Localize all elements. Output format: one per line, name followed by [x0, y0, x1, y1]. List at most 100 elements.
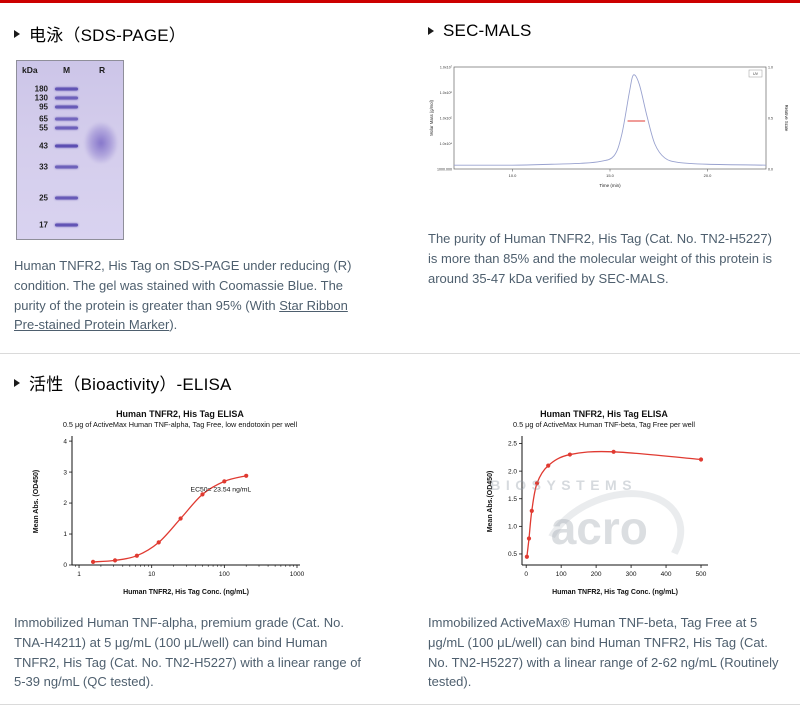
sds-page-heading-label: 电泳（SDS-PAGE） — [29, 26, 186, 45]
gel-marker-label: 95 — [39, 102, 48, 112]
elisa-data-point — [134, 553, 139, 558]
sds-caption-text: Human TNFR2, His Tag on SDS-PAGE under r… — [14, 258, 352, 313]
sds-caption: Human TNFR2, His Tag on SDS-PAGE under r… — [14, 256, 366, 335]
svg-text:300: 300 — [626, 571, 637, 578]
svg-text:Molar Mass (g/mol): Molar Mass (g/mol) — [429, 99, 434, 135]
gel-marker-band — [55, 105, 78, 109]
sec-legend-box — [748, 69, 763, 78]
section-bullet-icon — [428, 27, 434, 35]
elisa-alpha-subtitle: 0.5 μg of ActiveMax Human TNF-alpha, Tag… — [62, 420, 298, 429]
svg-text:15.0: 15.0 — [606, 173, 615, 178]
svg-text:Mean Abs. (OD450): Mean Abs. (OD450) — [33, 470, 40, 534]
svg-text:Mean Abs.(OD450): Mean Abs.(OD450) — [487, 471, 494, 533]
gel-lane-m-label: M — [63, 65, 71, 75]
elisa-alpha-column: Human TNFR2, His Tag ELISA 0.5 μg of Act… — [0, 409, 400, 692]
sec-mals-figure: 1.0x10⁷ 1.0x10⁶ 1.0x10⁵ 1.0x10⁴ 1000.000 1.0 0… — [428, 59, 800, 189]
sec-mals-heading-label: SEC-MALS — [443, 21, 532, 40]
elisa-curve — [526, 450, 702, 557]
elisa-data-point — [200, 492, 205, 497]
svg-text:0: 0 — [63, 562, 67, 569]
elisa-data-point — [156, 540, 161, 545]
gel-marker-band — [55, 223, 78, 227]
sec-mals-caption: The purity of Human TNFR2, His Tag (Cat.… — [428, 231, 772, 286]
sds-caption-tail: ). — [169, 317, 178, 333]
svg-text:1.0: 1.0 — [508, 524, 517, 531]
gel-marker-label: 180 — [34, 84, 48, 94]
elisa-data-point — [244, 473, 249, 478]
svg-text:1.0x10⁶: 1.0x10⁶ — [440, 91, 453, 95]
gel-marker-band — [55, 196, 78, 200]
gel-marker-band — [55, 165, 78, 169]
elisa-data-point — [529, 508, 534, 513]
svg-text:4: 4 — [63, 438, 67, 445]
elisa-beta-subtitle: 0.5 μg of ActiveMax Human TNF-beta, Tag … — [513, 420, 695, 429]
gel-marker-band — [55, 117, 78, 121]
top-section-row: 电泳（SDS-PAGE） kDa M R 180 130 95 65 55 43 33 25 1… — [0, 3, 800, 335]
elisa-beta-figure: Human TNFR2, His Tag ELISA 0.5 μg of Act… — [484, 409, 724, 621]
sds-page-heading[interactable]: 电泳（SDS-PAGE） — [14, 21, 400, 46]
gel-marker-label: 43 — [39, 141, 48, 151]
svg-text:2.5: 2.5 — [508, 441, 517, 448]
elisa-beta-caption: Immobilized ActiveMax® Human TNF-beta, T… — [428, 615, 779, 690]
bioactivity-section: 活性（Bioactivity）-ELISA Human TNFR2, His T… — [0, 354, 800, 692]
gel-marker-band — [55, 96, 78, 100]
sec-mals-chart: 1.0x10⁷ 1.0x10⁶ 1.0x10⁵ 1.0x10⁴ 1000.000 1.0 0… — [429, 66, 788, 189]
section-bullet-icon — [14, 29, 20, 38]
top-accent-bar — [0, 0, 800, 3]
svg-text:1.0: 1.0 — [768, 66, 773, 70]
gel-marker-label: 55 — [39, 123, 48, 133]
elisa-alpha-figure: Human TNFR2, His Tag ELISA 0.5 μg of Act… — [30, 409, 330, 597]
elisa-alpha-title: Human TNFR2, His Tag ELISA — [116, 409, 244, 419]
svg-text:1.5: 1.5 — [508, 496, 517, 503]
svg-text:1.0x10⁴: 1.0x10⁴ — [440, 142, 453, 146]
svg-text:200: 200 — [591, 571, 602, 578]
svg-text:2: 2 — [63, 500, 67, 507]
gel-unit-label: kDa — [22, 65, 38, 75]
sds-page-section: 电泳（SDS-PAGE） kDa M R 180 130 95 65 55 43 33 25 1… — [0, 21, 400, 335]
svg-text:1000: 1000 — [290, 571, 305, 578]
elisa-data-point — [526, 536, 532, 541]
bioactivity-heading-label: 活性（Bioactivity）-ELISA — [29, 375, 232, 394]
ec50-annotation: EC50= 23.54 ng/mL — [191, 486, 252, 493]
svg-text:Time (min): Time (min) — [599, 183, 621, 188]
gel-marker-band — [55, 87, 78, 91]
svg-text:1000.000: 1000.000 — [437, 168, 452, 172]
elisa-data-point — [112, 558, 118, 563]
gel-sample-band — [84, 121, 118, 164]
sec-uv-curve — [453, 74, 767, 166]
svg-text:1: 1 — [63, 531, 67, 538]
elisa-data-point — [546, 463, 551, 468]
svg-text:400: 400 — [661, 571, 672, 578]
svg-text:2.0: 2.0 — [508, 468, 517, 475]
svg-text:0: 0 — [524, 571, 528, 578]
gel-marker-band — [55, 144, 78, 148]
sec-mals-heading[interactable]: SEC-MALS — [428, 21, 800, 41]
svg-text:Human TNFR2, His Tag Conc. (ng: Human TNFR2, His Tag Conc. (ng/mL) — [552, 589, 678, 596]
bioactivity-row: Human TNFR2, His Tag ELISA 0.5 μg of Act… — [0, 409, 800, 692]
elisa-alpha-chart: 0 1 2 3 4 1 10 100 1000 EC50= 23.54 ng/mL Human TN… — [33, 436, 305, 596]
svg-text:Human TNFR2, His Tag Conc. (ng: Human TNFR2, His Tag Conc. (ng/mL) — [123, 589, 249, 596]
protein-marker-link[interactable]: Star Ribbon Pre-stained Protein Marker — [14, 297, 348, 333]
bioactivity-heading[interactable]: 活性（Bioactivity）-ELISA — [14, 370, 800, 395]
gel-marker-label: 130 — [34, 93, 48, 103]
svg-text:100: 100 — [219, 571, 230, 578]
elisa-data-point — [524, 554, 529, 559]
section-divider — [0, 353, 800, 354]
gel-marker-label: 65 — [39, 114, 48, 124]
svg-text:10: 10 — [148, 571, 156, 578]
svg-text:Relative Scale: Relative Scale — [784, 105, 788, 132]
elisa-data-point — [90, 559, 96, 565]
elisa-data-point — [534, 481, 540, 486]
svg-text:1.0x10⁷: 1.0x10⁷ — [440, 66, 453, 70]
sds-gel-figure: kDa M R 180 130 95 65 55 43 33 25 17 — [16, 60, 124, 240]
section-bullet-icon — [14, 378, 20, 387]
elisa-data-point — [611, 449, 616, 454]
elisa-beta-title: Human TNFR2, His Tag ELISA — [540, 409, 668, 419]
gel-marker-label: 33 — [39, 162, 48, 172]
gel-lane-r-label: R — [99, 65, 106, 75]
svg-text:0.5: 0.5 — [768, 117, 773, 121]
elisa-data-point — [567, 452, 572, 457]
svg-text:0.5: 0.5 — [508, 551, 517, 558]
elisa-data-point — [178, 516, 183, 521]
